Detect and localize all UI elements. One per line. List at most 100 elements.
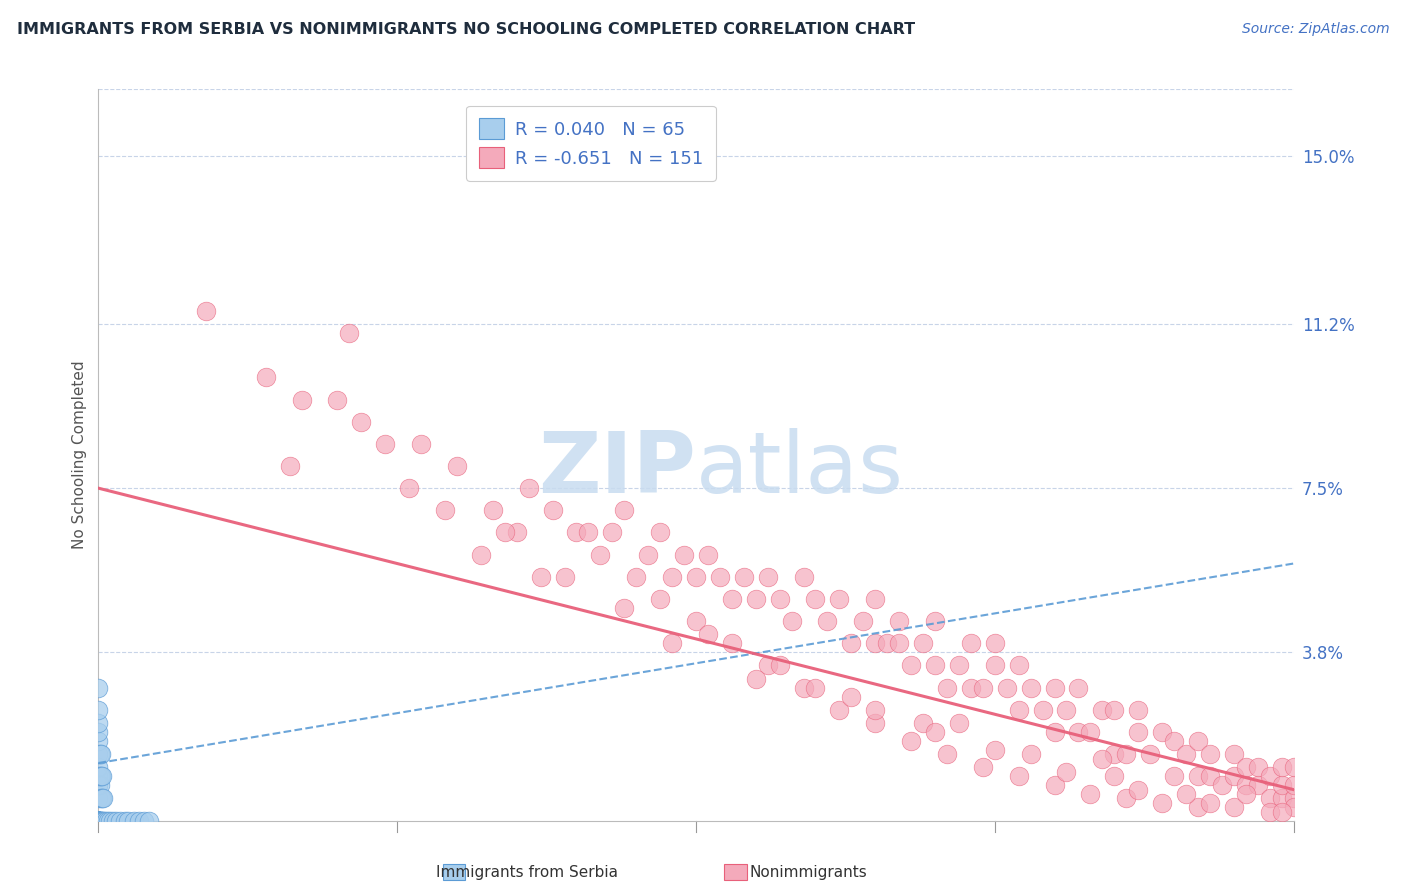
Point xyxy=(984,742,1007,756)
Point xyxy=(889,636,911,650)
Point xyxy=(852,614,875,628)
Point xyxy=(481,503,505,517)
Point xyxy=(1187,800,1209,814)
Point xyxy=(87,747,110,761)
Point xyxy=(1128,782,1150,797)
Point xyxy=(1128,703,1150,717)
Point xyxy=(87,814,110,828)
Point xyxy=(1247,760,1270,774)
Point xyxy=(98,814,122,828)
Point xyxy=(911,716,934,731)
Point xyxy=(90,814,112,828)
Point xyxy=(661,636,683,650)
Point xyxy=(924,725,946,739)
Point xyxy=(1104,769,1126,783)
Point xyxy=(900,658,922,673)
Point xyxy=(494,525,516,540)
Point xyxy=(89,814,111,828)
Point xyxy=(1258,805,1281,819)
Point xyxy=(90,814,112,828)
Point xyxy=(673,548,696,562)
Point xyxy=(91,814,114,828)
Point xyxy=(804,681,827,695)
Point xyxy=(1091,751,1114,765)
Text: Immigrants from Serbia: Immigrants from Serbia xyxy=(436,865,619,880)
Point xyxy=(972,681,994,695)
Point xyxy=(709,570,731,584)
Point xyxy=(138,814,160,828)
Point xyxy=(626,570,648,584)
Point xyxy=(865,716,887,731)
Point xyxy=(87,814,110,828)
Point xyxy=(1175,787,1198,801)
Point xyxy=(90,791,112,805)
Point xyxy=(1187,734,1209,748)
Point xyxy=(87,760,110,774)
Point xyxy=(87,716,110,731)
Point xyxy=(506,525,529,540)
Point xyxy=(1104,747,1126,761)
Point xyxy=(1223,800,1246,814)
Point xyxy=(1115,747,1137,761)
Point xyxy=(984,636,1007,650)
Point xyxy=(278,458,301,473)
Point xyxy=(889,614,911,628)
Point xyxy=(1163,769,1185,783)
Point xyxy=(1008,703,1031,717)
Point xyxy=(948,716,970,731)
Point xyxy=(1234,778,1257,792)
Point xyxy=(108,814,131,828)
Point xyxy=(936,747,959,761)
Point xyxy=(87,814,110,828)
Point xyxy=(565,525,588,540)
Point xyxy=(1282,800,1305,814)
Point xyxy=(1056,764,1078,779)
Point xyxy=(91,791,114,805)
Point xyxy=(745,592,768,607)
Point xyxy=(876,636,898,650)
Point xyxy=(87,814,110,828)
Point xyxy=(1091,703,1114,717)
Text: atlas: atlas xyxy=(696,428,904,511)
Point xyxy=(374,437,396,451)
Point xyxy=(254,370,277,384)
Legend: R = 0.040   N = 65, R = -0.651   N = 151: R = 0.040 N = 65, R = -0.651 N = 151 xyxy=(465,105,716,181)
Point xyxy=(87,814,110,828)
Point xyxy=(1258,791,1281,805)
Point xyxy=(780,614,803,628)
Point xyxy=(1199,769,1222,783)
Point xyxy=(1019,681,1042,695)
Point xyxy=(87,814,110,828)
Point xyxy=(114,814,136,828)
Point xyxy=(733,570,755,584)
Point xyxy=(1282,760,1305,774)
Point xyxy=(87,814,110,828)
Point xyxy=(101,814,124,828)
Point xyxy=(768,592,790,607)
Point xyxy=(1163,734,1185,748)
Point xyxy=(91,814,114,828)
Point xyxy=(1056,703,1078,717)
Point xyxy=(1008,769,1031,783)
Point xyxy=(87,725,110,739)
Point xyxy=(87,814,110,828)
Point xyxy=(924,614,946,628)
Point xyxy=(768,658,790,673)
Point xyxy=(87,703,110,717)
Point xyxy=(828,703,851,717)
Point xyxy=(87,814,110,828)
Point xyxy=(105,814,128,828)
Point xyxy=(1019,747,1042,761)
Point xyxy=(1115,791,1137,805)
Point xyxy=(97,814,120,828)
Point xyxy=(1223,747,1246,761)
Point xyxy=(589,548,612,562)
Point xyxy=(911,636,934,650)
Point xyxy=(1152,725,1174,739)
Point xyxy=(793,681,815,695)
Point xyxy=(697,627,720,641)
Point xyxy=(89,778,111,792)
Point xyxy=(434,503,457,517)
Point xyxy=(1282,791,1305,805)
Point xyxy=(89,814,111,828)
